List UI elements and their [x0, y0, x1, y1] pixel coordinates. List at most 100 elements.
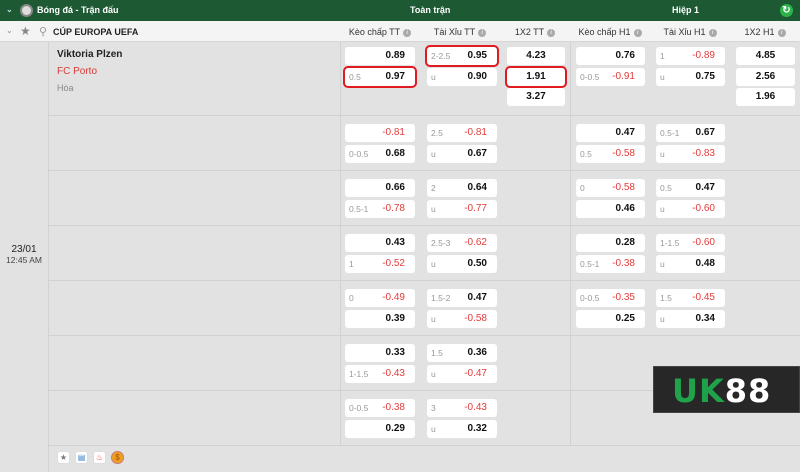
- odds-button[interactable]: -0.81: [345, 124, 415, 142]
- info-icon[interactable]: i: [708, 28, 717, 37]
- handicap-line: 2.5: [431, 128, 443, 138]
- odds-value: 0.34: [695, 312, 715, 324]
- star-icon[interactable]: ★: [57, 451, 70, 464]
- odds-button[interactable]: 1 -0.52: [345, 254, 415, 273]
- odds-button[interactable]: 2.56: [736, 67, 795, 86]
- handicap-line: 1: [349, 258, 354, 269]
- odds-button[interactable]: u -0.58: [427, 309, 497, 328]
- odds-button[interactable]: 2-2.5 0.95: [425, 45, 499, 67]
- refresh-icon[interactable]: ↻: [780, 4, 793, 17]
- odds-button[interactable]: 3.27: [507, 88, 565, 106]
- handicap-line: u: [431, 258, 436, 269]
- odds-value: 0.48: [695, 257, 715, 269]
- odds-button[interactable]: 0.5-1 0.67: [656, 124, 725, 142]
- odds-button[interactable]: 0.39: [345, 309, 415, 328]
- match-date: 23/01: [11, 244, 37, 255]
- odds-value: 4.23: [526, 50, 546, 61]
- away-team[interactable]: FC Porto: [57, 66, 98, 77]
- handicap-line: 2: [431, 183, 436, 193]
- odds-value: 0.75: [695, 70, 715, 82]
- info-icon[interactable]: i: [403, 28, 412, 37]
- odds-value: -0.62: [464, 237, 487, 248]
- odds-button[interactable]: 3 -0.43: [427, 399, 497, 417]
- league-name: CÚP EUROPA UEFA: [53, 27, 139, 37]
- odds-button[interactable]: 0 -0.49: [345, 289, 415, 307]
- odds-button[interactable]: u 0.50: [427, 254, 497, 273]
- odds-value: 0.25: [615, 312, 635, 324]
- row-divider: [48, 390, 800, 391]
- info-icon[interactable]: i: [777, 28, 786, 37]
- info-icon[interactable]: i: [633, 28, 642, 37]
- handicap-line: u: [431, 203, 436, 214]
- odds-button[interactable]: 2 0.64: [427, 179, 497, 197]
- chevron-down-icon[interactable]: ⌄: [6, 26, 13, 35]
- odds-button[interactable]: 0-0.5 -0.35: [576, 289, 645, 307]
- odds-button[interactable]: 2.5 -0.81: [427, 124, 497, 142]
- league-header: ⌄ ★ ⚲ CÚP EUROPA UEFA Kèo chấp TT i Tài X…: [0, 21, 800, 42]
- odds-button[interactable]: u -0.83: [656, 144, 725, 163]
- odds-button[interactable]: 0-0.5 -0.38: [345, 399, 415, 417]
- odds-value: -0.78: [382, 202, 405, 214]
- info-icon[interactable]: i: [547, 28, 556, 37]
- odds-button[interactable]: 0.66: [345, 179, 415, 197]
- star-icon[interactable]: ★: [20, 24, 31, 38]
- odds-button[interactable]: u -0.60: [656, 199, 725, 218]
- odds-value: -0.58: [612, 182, 635, 193]
- odds-value: -0.60: [692, 202, 715, 214]
- odds-button[interactable]: 0.43: [345, 234, 415, 252]
- odds-button[interactable]: 0.46: [576, 199, 645, 218]
- info-icon[interactable]: i: [478, 28, 487, 37]
- odds-value: 0.50: [467, 257, 487, 269]
- odds-button[interactable]: 1.96: [736, 88, 795, 106]
- odds-button[interactable]: 0.5 0.47: [656, 179, 725, 197]
- handicap-line: u: [431, 71, 436, 82]
- odds-button[interactable]: 0.89: [345, 47, 415, 65]
- home-team[interactable]: Viktoria Plzen: [57, 49, 123, 60]
- odds-button[interactable]: 0.33: [345, 344, 415, 362]
- odds-button[interactable]: u 0.32: [427, 419, 497, 438]
- col-header: 1X2 H1 i: [730, 27, 800, 37]
- odds-value: -0.60: [692, 237, 715, 248]
- uk88-logo: UK88: [653, 366, 800, 413]
- odds-button[interactable]: u 0.67: [427, 144, 497, 163]
- odds-button[interactable]: 0.76: [576, 47, 645, 65]
- handicap-line: u: [660, 203, 665, 214]
- odds-button[interactable]: u -0.47: [427, 364, 497, 383]
- odds-button[interactable]: 4.85: [736, 47, 795, 65]
- row-divider: [48, 335, 800, 336]
- chevron-down-icon[interactable]: ⌄: [6, 5, 13, 14]
- odds-button[interactable]: 1.5 -0.45: [656, 289, 725, 307]
- fire-icon[interactable]: ♨: [93, 451, 106, 464]
- odds-button[interactable]: 1-1.5 -0.60: [656, 234, 725, 252]
- col-label: 1X2 TT: [514, 27, 545, 37]
- odds-button[interactable]: 0-0.5 0.68: [345, 144, 415, 163]
- odds-button[interactable]: 0.47: [576, 124, 645, 142]
- odds-button[interactable]: u 0.90: [427, 67, 497, 86]
- odds-button[interactable]: 1.5-2 0.47: [427, 289, 497, 307]
- odds-button[interactable]: u 0.75: [656, 67, 725, 86]
- stats-icon[interactable]: ▤: [75, 451, 88, 464]
- odds-button[interactable]: u -0.77: [427, 199, 497, 218]
- odds-button[interactable]: u 0.48: [656, 254, 725, 273]
- odds-button[interactable]: 4.23: [507, 47, 565, 65]
- odds-button[interactable]: 0.28: [576, 234, 645, 252]
- handicap-line: 0: [349, 293, 354, 303]
- odds-button[interactable]: 0 -0.58: [576, 179, 645, 197]
- odds-button[interactable]: 0.29: [345, 419, 415, 438]
- half-label: Hiệp 1: [672, 5, 700, 15]
- handicap-line: 0-0.5: [580, 71, 600, 82]
- odds-button[interactable]: 0.5-1 -0.78: [345, 199, 415, 218]
- match-datetime: 23/01 12:45 AM: [0, 244, 48, 265]
- odds-button[interactable]: 1-1.5 -0.43: [345, 364, 415, 383]
- odds-button[interactable]: 1 -0.89: [656, 47, 725, 65]
- odds-button[interactable]: 1.91: [505, 65, 567, 88]
- odds-button[interactable]: 0.25: [576, 309, 645, 328]
- coin-icon[interactable]: $: [111, 451, 124, 464]
- odds-button[interactable]: 0.5 -0.58: [576, 144, 645, 163]
- odds-button[interactable]: 1.5 0.36: [427, 344, 497, 362]
- odds-button[interactable]: 2.5-3 -0.62: [427, 234, 497, 252]
- odds-button[interactable]: 0.5-1 -0.38: [576, 254, 645, 273]
- odds-button[interactable]: u 0.34: [656, 309, 725, 328]
- odds-button[interactable]: 0.5 0.97: [343, 65, 417, 88]
- odds-button[interactable]: 0-0.5 -0.91: [576, 67, 645, 86]
